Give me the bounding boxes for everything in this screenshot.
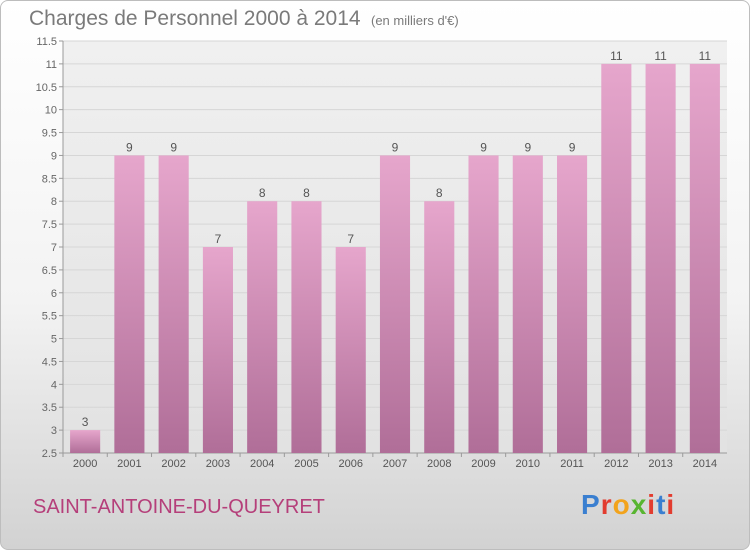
y-tick-label: 6: [51, 288, 57, 300]
commune-name: SAINT-ANTOINE-DU-QUEYRET: [33, 496, 325, 518]
chart-subtitle: (en milliers d'€): [371, 13, 459, 28]
x-tick-label-2000: 2000: [73, 458, 97, 470]
bar-2007: [379, 155, 411, 453]
y-tick-label: 10.5: [36, 82, 57, 94]
x-tick-label-2001: 2001: [117, 458, 141, 470]
y-tick-label: 4: [51, 379, 57, 391]
data-label-2005: 8: [303, 186, 310, 200]
y-tick-label: 9.5: [42, 128, 57, 140]
logo-letter: x: [630, 489, 648, 520]
y-tick-label: 6.5: [42, 265, 57, 277]
y-tick-label: 11.5: [36, 36, 57, 48]
data-label-2013: 11: [654, 49, 667, 63]
bar-2012: [601, 63, 632, 454]
data-label-2003: 7: [215, 232, 222, 246]
bar-2005: [291, 201, 322, 453]
x-tick-label-2004: 2004: [250, 458, 274, 470]
y-tick-label: 10: [45, 105, 57, 117]
logo-letter: i: [647, 489, 657, 520]
y-tick-label: 2.5: [42, 448, 57, 460]
x-tick-label-2009: 2009: [471, 458, 495, 470]
x-tick-labels: 2000 2001 2002 2003 2004 2005 2006 2007 2008 2009…: [73, 458, 717, 470]
logo-letter: t: [656, 489, 667, 520]
x-tick-label-2006: 2006: [338, 458, 362, 470]
y-tick-labels: 2.5 3 3.5 4 4.5 5 5.5 6 6.5 7 7.5 8 8.5 9 9.5 10 10.5 11 1…: [36, 36, 57, 460]
bar-2002: [158, 155, 189, 453]
y-tick-label: 7: [51, 242, 57, 254]
data-label-2007: 9: [392, 140, 399, 154]
y-tick-label: 4.5: [42, 356, 57, 368]
y-tick-label: 9: [51, 150, 57, 162]
bar-2013: [645, 63, 676, 454]
x-tick-label-2011: 2011: [560, 458, 584, 470]
x-tick-label-2010: 2010: [516, 458, 540, 470]
data-label-2012: 11: [610, 49, 623, 63]
data-label-2006: 7: [347, 232, 354, 246]
bar-2014: [689, 63, 720, 454]
proxiti-logo[interactable]: Proxiti: [581, 489, 675, 521]
x-tick-label-2002: 2002: [161, 458, 185, 470]
y-tick-label: 8: [51, 196, 57, 208]
data-label-2010: 9: [524, 140, 531, 154]
data-label-2000: 3: [82, 415, 89, 429]
y-tick-label: 11: [46, 59, 57, 71]
data-label-2002: 9: [170, 140, 177, 154]
y-tick-label: 3.5: [42, 402, 57, 414]
bar-2004: [247, 201, 278, 453]
x-tick-label-2008: 2008: [427, 458, 451, 470]
bar-2009: [468, 155, 499, 453]
data-label-2011: 9: [569, 140, 576, 154]
bar-2011: [557, 155, 588, 453]
bar-2008: [424, 201, 455, 453]
data-label-2009: 9: [480, 140, 487, 154]
x-tick-label-2003: 2003: [206, 458, 230, 470]
y-tick-label: 3: [51, 425, 57, 437]
x-tick-label-2005: 2005: [294, 458, 318, 470]
x-tick-label-2012: 2012: [604, 458, 628, 470]
bar-2010: [512, 155, 543, 453]
chart-title: Charges de Personnel 2000 à 2014: [29, 7, 361, 30]
data-label-2001: 9: [126, 140, 133, 154]
logo-letter: r: [600, 489, 613, 520]
bar-2001: [114, 155, 145, 453]
data-labels: 3 9 9 7 8 8 7 9 8 9 9 9 11 11 11: [82, 49, 712, 429]
bar-2000: [70, 430, 101, 453]
logo-letter: i: [666, 489, 676, 520]
y-tick-label: 5: [51, 334, 57, 346]
x-tick-label-2014: 2014: [693, 458, 717, 470]
data-label-2008: 8: [436, 186, 443, 200]
bar-2006: [335, 247, 366, 453]
bar-2003: [202, 247, 233, 453]
bars: [70, 63, 720, 454]
x-tick-label-2013: 2013: [648, 458, 672, 470]
logo-letter: P: [581, 489, 601, 520]
y-tick-label: 7.5: [42, 219, 57, 231]
data-label-2004: 8: [259, 186, 266, 200]
logo-letter: o: [612, 489, 631, 520]
y-tick-label: 5.5: [42, 311, 57, 323]
x-tick-label-2007: 2007: [383, 458, 407, 470]
data-label-2014: 11: [699, 49, 712, 63]
y-tick-label: 8.5: [42, 173, 57, 185]
